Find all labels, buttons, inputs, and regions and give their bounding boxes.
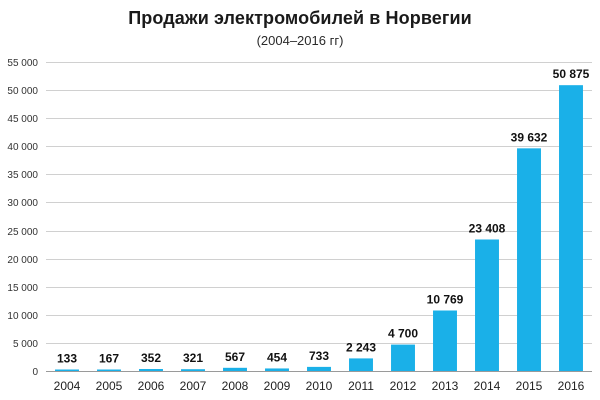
data-label-2004: 133 [57, 352, 77, 366]
x-tick-label-2016: 2016 [558, 379, 585, 393]
y-tick-label: 25 000 [7, 227, 38, 238]
bars [55, 85, 583, 372]
y-tick-label: 5 000 [13, 339, 38, 350]
bar-2008 [223, 367, 247, 371]
bar-2010 [307, 366, 331, 371]
grid-lines [46, 62, 592, 344]
y-tick-label: 0 [32, 367, 38, 378]
bar-2015 [517, 148, 541, 371]
data-label-2009: 454 [267, 350, 287, 364]
bar-2009 [265, 368, 289, 371]
y-tick-label: 50 000 [7, 86, 38, 97]
x-tick-label-2008: 2008 [222, 379, 249, 393]
x-tick-label-2006: 2006 [138, 379, 165, 393]
bar-2012 [391, 344, 415, 371]
data-label-2013: 10 769 [427, 293, 464, 307]
x-tick-label-2005: 2005 [96, 379, 123, 393]
bar-2013 [433, 310, 457, 371]
x-tick-label-2010: 2010 [306, 379, 333, 393]
x-tick-label-2012: 2012 [390, 379, 417, 393]
data-label-2008: 567 [225, 350, 245, 364]
data-label-2005: 167 [99, 352, 119, 366]
x-tick-label-2013: 2013 [432, 379, 459, 393]
x-tick-label-2014: 2014 [474, 379, 501, 393]
y-tick-label: 40 000 [7, 142, 38, 153]
data-label-2006: 352 [141, 351, 161, 365]
x-tick-label-2007: 2007 [180, 379, 207, 393]
x-tick-label-2004: 2004 [54, 379, 81, 393]
data-label-2016: 50 875 [553, 67, 590, 81]
data-label-2010: 733 [309, 349, 329, 363]
data-label-2012: 4 700 [388, 327, 418, 341]
bar-2016 [559, 85, 583, 372]
x-tick-label-2009: 2009 [264, 379, 291, 393]
x-tick-label-2015: 2015 [516, 379, 543, 393]
data-label-2015: 39 632 [511, 130, 548, 144]
bar-2006 [139, 369, 163, 371]
y-tick-label: 30 000 [7, 198, 38, 209]
data-labels: 133 167 352 321 567 454 733 2 243 4 700 10 769 23 … [57, 67, 590, 365]
bar-2004 [55, 369, 79, 371]
data-label-2007: 321 [183, 351, 203, 365]
x-axis-ticks: 2004 2005 2006 2007 2008 2009 2010 2011 2012 2013… [54, 379, 585, 393]
y-tick-label: 10 000 [7, 311, 38, 322]
y-tick-label: 35 000 [7, 170, 38, 181]
chart-title: Продажи электромобилей в Норвегии [128, 8, 472, 28]
y-tick-label: 45 000 [7, 114, 38, 125]
bar-2014 [475, 239, 499, 371]
chart-subtitle: (2004–2016 гг) [256, 33, 344, 48]
y-tick-label: 15 000 [7, 283, 38, 294]
y-axis-ticks: 0 5 000 10 000 15 000 20 000 25 000 30 000 35 0… [7, 58, 38, 378]
data-label-2014: 23 408 [469, 221, 506, 235]
bar-2007 [181, 369, 205, 371]
y-tick-label: 55 000 [7, 58, 38, 69]
y-tick-label: 20 000 [7, 255, 38, 266]
bar-2005 [97, 369, 121, 371]
x-tick-label-2011: 2011 [348, 379, 374, 393]
bar-2011 [349, 358, 373, 371]
data-label-2011: 2 243 [346, 340, 376, 354]
